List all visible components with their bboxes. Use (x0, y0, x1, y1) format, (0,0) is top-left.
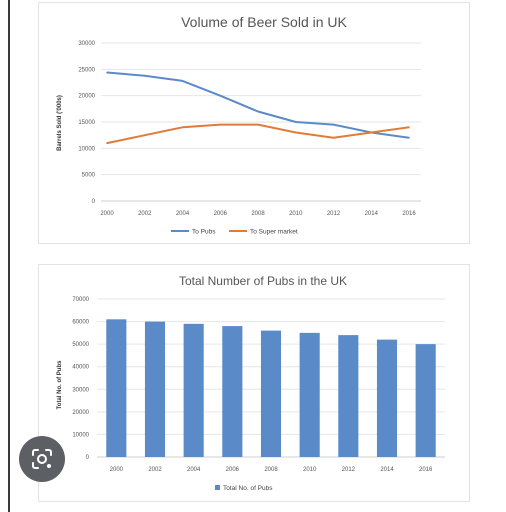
line-chart-y-ticks: 0 5000 10000 15000 20000 25000 30000 (78, 41, 95, 205)
left-divider (8, 0, 10, 512)
legend-swatch-total-no-of-pubs (215, 485, 220, 490)
bar-chart: Total Number of Pubs in the UK Total No.… (57, 274, 445, 492)
data-point-to-super-market (181, 126, 184, 129)
line-chart-panel: Volume of Beer Sold in UK Barrels Sold (… (38, 2, 470, 244)
y-tick-label: 5000 (82, 173, 96, 179)
data-point-to-super-market (106, 142, 108, 144)
bar-2012 (338, 335, 359, 457)
line-chart: Volume of Beer Sold in UK Barrels Sold (… (57, 14, 421, 236)
bar-2016 (415, 344, 436, 457)
data-point-to-pubs (408, 137, 410, 139)
y-tick-label: 50000 (72, 342, 89, 348)
x-tick-label: 2002 (148, 467, 162, 473)
x-tick-label: 2004 (176, 211, 190, 217)
data-point-to-pubs (143, 74, 146, 77)
x-tick-label: 2012 (342, 467, 356, 473)
data-point-to-super-market (408, 126, 410, 129)
bar-2000 (106, 319, 127, 457)
data-point-to-pubs (294, 121, 297, 123)
y-tick-label: 60000 (72, 320, 89, 326)
x-tick-label: 2014 (380, 467, 394, 473)
x-tick-label: 2008 (251, 211, 265, 217)
line-chart-gridlines (101, 42, 421, 202)
bar-2006 (222, 326, 243, 457)
y-tick-label: 10000 (72, 432, 89, 438)
x-tick-label: 2010 (303, 467, 317, 473)
bar-2010 (299, 332, 320, 457)
data-point-to-super-market (143, 134, 146, 136)
x-tick-label: 2010 (289, 211, 303, 217)
data-point-to-pubs (106, 71, 108, 74)
data-point-to-pubs (219, 94, 222, 97)
line-chart-y-axis-title: Barrels Sold ('000s) (57, 95, 63, 151)
series-line-to-super-market (106, 123, 410, 145)
bar-chart-x-ticks: 2000 2002 2004 2006 2008 2010 2012 2014 2016 (110, 467, 433, 473)
line-chart-x-ticks: 2000 2002 2004 2006 2008 2010 2012 2014 2016 (100, 211, 416, 217)
y-tick-label: 40000 (72, 365, 89, 371)
bar-chart-title: Total Number of Pubs in the UK (179, 274, 347, 288)
y-tick-label: 25000 (78, 67, 95, 73)
y-tick-label: 30000 (78, 41, 95, 47)
line-chart-series (106, 71, 410, 145)
bar-chart-y-axis-title: Total No. of Pubs (57, 360, 63, 410)
bar-2014 (376, 339, 398, 457)
bar-chart-panel: Total Number of Pubs in the UK Total No.… (38, 264, 470, 502)
lens-icon (32, 449, 52, 469)
x-tick-label: 2012 (327, 211, 341, 217)
bar-chart-legend: Total No. of Pubs (215, 485, 273, 492)
y-tick-label: 0 (92, 199, 96, 205)
data-point-to-super-market (370, 131, 373, 134)
x-tick-label: 2000 (100, 211, 114, 217)
x-tick-label: 2006 (226, 467, 240, 473)
x-tick-label: 2014 (365, 211, 379, 217)
lens-button[interactable] (19, 436, 65, 482)
y-tick-label: 20000 (72, 410, 89, 416)
data-point-to-super-market (219, 123, 222, 126)
series-line-to-pubs (106, 71, 410, 139)
y-tick-label: 15000 (78, 120, 95, 126)
data-point-to-super-market (257, 123, 259, 126)
y-tick-label: 0 (86, 455, 90, 461)
x-tick-label: 2000 (110, 467, 124, 473)
line-chart-legend: To Pubs To Super market (171, 229, 298, 236)
y-tick-label: 20000 (78, 94, 95, 100)
x-tick-label: 2002 (138, 211, 152, 217)
data-point-to-pubs (257, 110, 259, 113)
data-point-to-pubs (332, 123, 335, 126)
bar-chart-y-ticks: 0 10000 20000 30000 40000 50000 60000 70000 (72, 297, 89, 461)
x-tick-label: 2016 (402, 211, 416, 217)
data-point-to-super-market (294, 131, 297, 134)
x-tick-label: 2004 (187, 467, 201, 473)
x-tick-label: 2016 (419, 467, 433, 473)
x-tick-label: 2006 (214, 211, 228, 217)
x-tick-label: 2008 (264, 467, 278, 473)
bar-chart-bars (106, 319, 436, 457)
data-point-to-super-market (332, 137, 335, 139)
bar-2004 (183, 323, 204, 457)
legend-label-total-no-of-pubs: Total No. of Pubs (223, 485, 273, 492)
data-point-to-pubs (181, 80, 184, 82)
y-tick-label: 70000 (72, 297, 89, 303)
legend-label-to-pubs: To Pubs (192, 229, 216, 236)
bar-2002 (144, 321, 166, 457)
legend-label-to-super-market: To Super market (250, 229, 298, 236)
y-tick-label: 30000 (72, 387, 89, 393)
line-chart-title: Volume of Beer Sold in UK (181, 14, 347, 30)
y-tick-label: 10000 (78, 146, 95, 152)
bar-2008 (260, 330, 282, 457)
